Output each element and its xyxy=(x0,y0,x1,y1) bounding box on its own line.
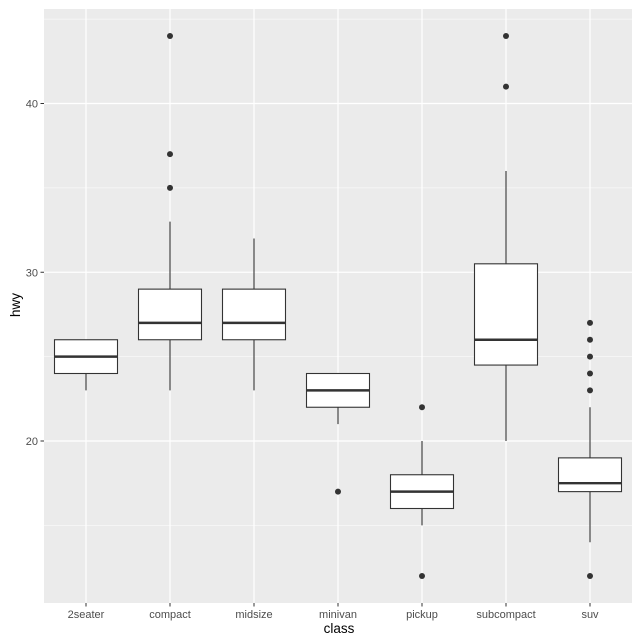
outlier-point xyxy=(587,573,593,579)
outlier-point xyxy=(503,33,509,39)
x-tick-label: minivan xyxy=(319,609,357,621)
box-2seater xyxy=(53,339,119,391)
outlier-point xyxy=(419,404,425,411)
box-compact xyxy=(137,33,203,391)
outlier-point xyxy=(587,353,593,360)
x-tick-label: pickup xyxy=(406,609,438,621)
boxes-layer xyxy=(53,33,623,579)
box-iqr xyxy=(137,288,203,341)
y-axis-title: hwy xyxy=(8,293,23,317)
box-pickup xyxy=(389,404,455,579)
outlier-point xyxy=(167,184,173,191)
box-iqr xyxy=(221,288,287,341)
x-tick-label: midsize xyxy=(235,609,272,621)
outlier-point xyxy=(587,336,593,343)
box-midsize xyxy=(221,238,287,391)
y-tick-label: 20 xyxy=(26,436,38,448)
y-axis: 20 30 40 xyxy=(26,99,44,448)
box-iqr xyxy=(557,457,623,493)
x-axis-title: class xyxy=(324,621,355,636)
box-subcompact xyxy=(473,33,539,441)
outlier-point xyxy=(335,488,341,495)
x-tick-label: 2seater xyxy=(68,609,105,621)
outlier-point xyxy=(587,319,593,326)
outlier-point xyxy=(167,151,173,158)
outlier-point xyxy=(503,83,509,90)
x-tick-label: compact xyxy=(149,609,191,621)
box-iqr xyxy=(473,263,539,366)
y-tick-label: 30 xyxy=(26,267,38,279)
x-axis: 2seater compact midsize minivan pickup subcom… xyxy=(68,603,599,621)
outlier-point xyxy=(419,573,425,579)
outlier-point xyxy=(587,370,593,377)
box-suv xyxy=(557,319,623,579)
outlier-point xyxy=(587,387,593,394)
outlier-point xyxy=(167,33,173,39)
y-tick-label: 40 xyxy=(26,99,38,111)
box-minivan xyxy=(305,372,371,495)
x-tick-label: subcompact xyxy=(476,609,535,621)
x-tick-label: suv xyxy=(581,609,599,621)
